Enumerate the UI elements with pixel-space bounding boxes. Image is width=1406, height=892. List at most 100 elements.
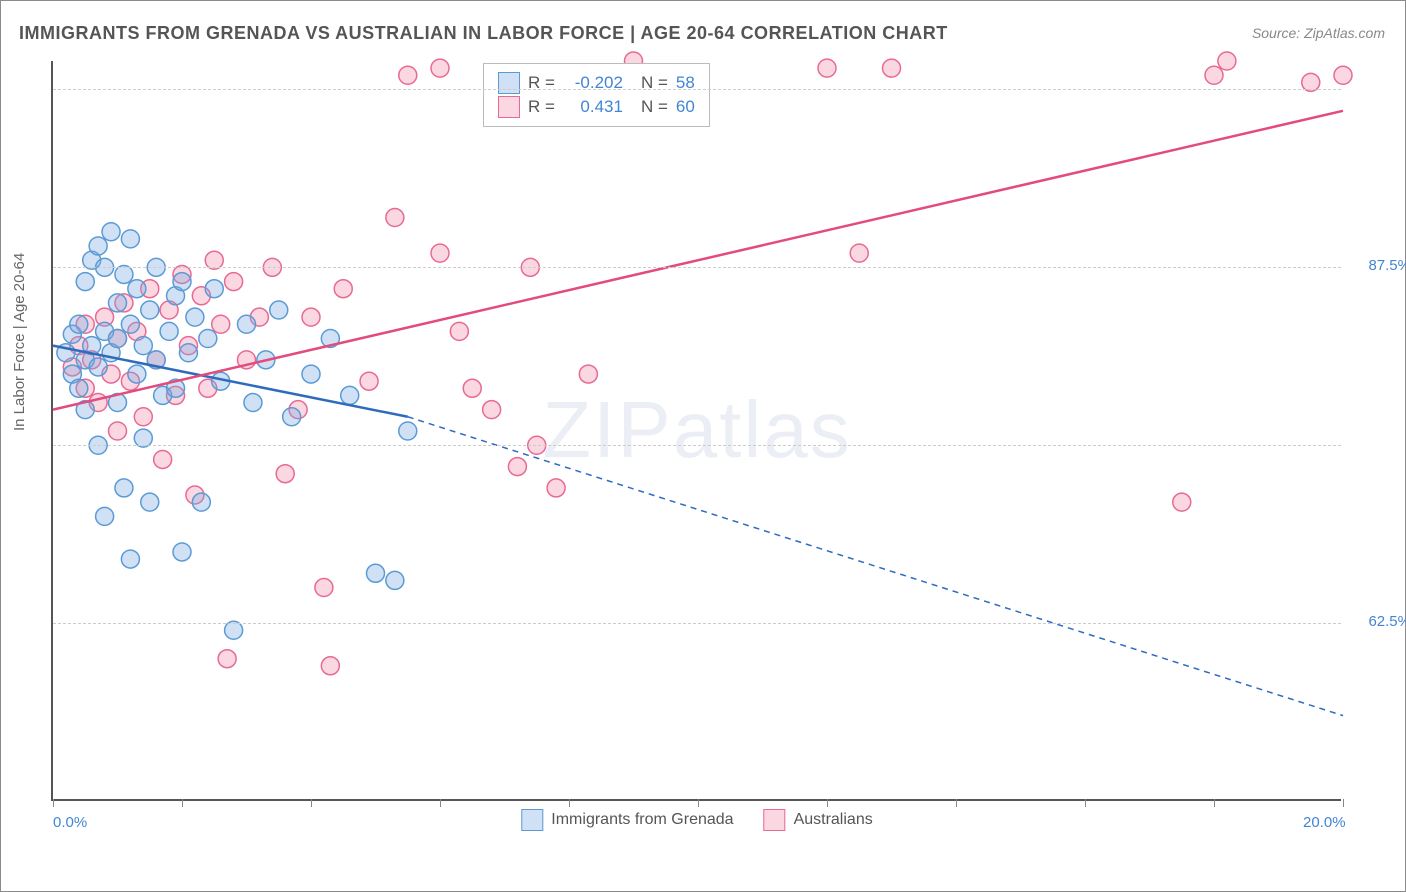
scatter-point-australians bbox=[818, 59, 836, 77]
x-tick bbox=[569, 799, 570, 807]
scatter-point-australians bbox=[212, 315, 230, 333]
scatter-point-australians bbox=[154, 450, 172, 468]
scatter-point-grenada bbox=[283, 408, 301, 426]
scatter-point-grenada bbox=[205, 280, 223, 298]
scatter-point-grenada bbox=[115, 479, 133, 497]
scatter-point-grenada bbox=[109, 330, 127, 348]
scatter-point-grenada bbox=[173, 273, 191, 291]
scatter-point-grenada bbox=[128, 365, 146, 383]
x-tick bbox=[956, 799, 957, 807]
stats-n-label: N = bbox=[641, 97, 668, 117]
scatter-point-grenada bbox=[367, 564, 385, 582]
scatter-point-australians bbox=[450, 322, 468, 340]
scatter-point-grenada bbox=[96, 507, 114, 525]
legend-swatch bbox=[764, 809, 786, 831]
scatter-point-australians bbox=[386, 209, 404, 227]
scatter-point-australians bbox=[302, 308, 320, 326]
trend-line-ext-grenada bbox=[408, 417, 1343, 716]
scatter-point-australians bbox=[579, 365, 597, 383]
scatter-point-grenada bbox=[89, 358, 107, 376]
scatter-point-australians bbox=[360, 372, 378, 390]
x-tick bbox=[311, 799, 312, 807]
scatter-point-australians bbox=[463, 379, 481, 397]
scatter-point-grenada bbox=[173, 543, 191, 561]
legend-label: Immigrants from Grenada bbox=[551, 811, 733, 829]
scatter-point-grenada bbox=[386, 571, 404, 589]
scatter-point-grenada bbox=[128, 280, 146, 298]
stats-r-label: R = bbox=[528, 97, 555, 117]
x-tick bbox=[53, 799, 54, 807]
scatter-point-grenada bbox=[186, 308, 204, 326]
legend-item: Immigrants from Grenada bbox=[521, 809, 733, 831]
scatter-point-australians bbox=[431, 59, 449, 77]
x-tick bbox=[827, 799, 828, 807]
scatter-point-australians bbox=[225, 273, 243, 291]
x-tick-label: 0.0% bbox=[53, 814, 87, 831]
scatter-point-australians bbox=[1334, 66, 1352, 84]
scatter-point-grenada bbox=[141, 493, 159, 511]
gridline-horizontal bbox=[53, 267, 1341, 268]
legend-swatch bbox=[498, 96, 520, 118]
x-tick bbox=[182, 799, 183, 807]
scatter-point-grenada bbox=[134, 337, 152, 355]
legend-item: Australians bbox=[764, 809, 873, 831]
plot-area: ZIPatlas R =-0.202N =58R =0.431N =60 Imm… bbox=[51, 61, 1341, 801]
gridline-horizontal bbox=[53, 623, 1341, 624]
y-axis-label: In Labor Force | Age 20-64 bbox=[11, 253, 28, 431]
stats-r-value: 0.431 bbox=[563, 97, 623, 117]
source-attribution: Source: ZipAtlas.com bbox=[1252, 25, 1385, 41]
y-tick-label: 87.5% bbox=[1351, 257, 1406, 274]
scatter-point-australians bbox=[431, 244, 449, 262]
scatter-point-grenada bbox=[121, 315, 139, 333]
scatter-point-australians bbox=[276, 465, 294, 483]
scatter-point-grenada bbox=[244, 394, 262, 412]
scatter-point-australians bbox=[883, 59, 901, 77]
x-tick bbox=[1085, 799, 1086, 807]
legend-bottom: Immigrants from Grenada Australians bbox=[521, 809, 872, 831]
scatter-point-australians bbox=[547, 479, 565, 497]
chart-svg bbox=[53, 61, 1341, 799]
scatter-point-grenada bbox=[102, 223, 120, 241]
scatter-point-australians bbox=[1173, 493, 1191, 511]
x-tick bbox=[1214, 799, 1215, 807]
scatter-point-australians bbox=[850, 244, 868, 262]
scatter-point-grenada bbox=[270, 301, 288, 319]
scatter-point-grenada bbox=[121, 230, 139, 248]
scatter-point-australians bbox=[483, 401, 501, 419]
scatter-point-grenada bbox=[76, 273, 94, 291]
legend-swatch bbox=[521, 809, 543, 831]
trend-line-australians bbox=[53, 111, 1343, 410]
scatter-point-grenada bbox=[238, 315, 256, 333]
x-tick bbox=[440, 799, 441, 807]
legend-label: Australians bbox=[794, 811, 873, 829]
scatter-point-grenada bbox=[399, 422, 417, 440]
gridline-horizontal bbox=[53, 89, 1341, 90]
scatter-point-grenada bbox=[70, 379, 88, 397]
scatter-point-grenada bbox=[341, 386, 359, 404]
scatter-point-australians bbox=[134, 408, 152, 426]
scatter-point-australians bbox=[334, 280, 352, 298]
x-tick bbox=[698, 799, 699, 807]
chart-title: IMMIGRANTS FROM GRENADA VS AUSTRALIAN IN… bbox=[19, 23, 948, 44]
x-tick bbox=[1343, 799, 1344, 807]
scatter-point-grenada bbox=[192, 493, 210, 511]
stats-row: R =0.431N =60 bbox=[498, 96, 695, 118]
scatter-point-grenada bbox=[109, 294, 127, 312]
scatter-point-grenada bbox=[121, 550, 139, 568]
stats-row: R =-0.202N =58 bbox=[498, 72, 695, 94]
y-tick-label: 62.5% bbox=[1351, 613, 1406, 630]
scatter-point-australians bbox=[399, 66, 417, 84]
scatter-point-australians bbox=[1205, 66, 1223, 84]
scatter-point-grenada bbox=[199, 330, 217, 348]
scatter-point-australians bbox=[321, 657, 339, 675]
scatter-point-australians bbox=[1218, 52, 1236, 70]
scatter-point-grenada bbox=[160, 322, 178, 340]
scatter-point-grenada bbox=[89, 237, 107, 255]
scatter-point-grenada bbox=[141, 301, 159, 319]
legend-swatch bbox=[498, 72, 520, 94]
gridline-horizontal bbox=[53, 445, 1341, 446]
scatter-point-australians bbox=[109, 422, 127, 440]
scatter-point-australians bbox=[315, 579, 333, 597]
chart-container: IMMIGRANTS FROM GRENADA VS AUSTRALIAN IN… bbox=[0, 0, 1406, 892]
scatter-point-australians bbox=[508, 458, 526, 476]
